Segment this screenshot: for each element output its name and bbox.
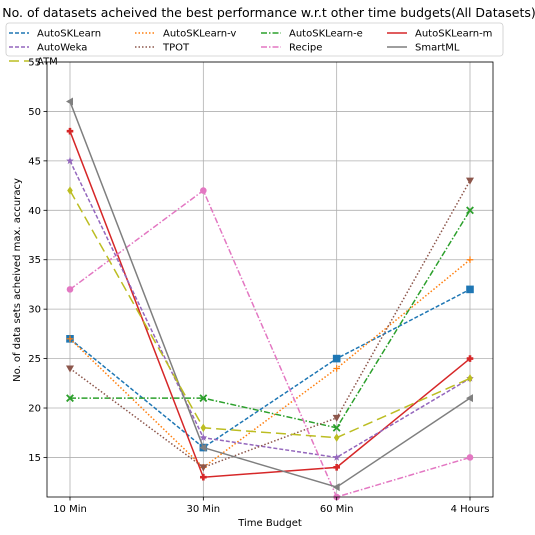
legend-label: AutoSKLearn bbox=[37, 29, 101, 40]
legend-item-recipe: Recipe bbox=[261, 43, 322, 54]
data-point bbox=[66, 365, 74, 373]
y-tick-label: 45 bbox=[28, 156, 41, 167]
x-tick-label: 30 Min bbox=[187, 504, 221, 515]
data-point bbox=[66, 97, 73, 106]
data-point bbox=[200, 473, 207, 481]
legend-item-autosklearn-m: AutoSKLearn-m bbox=[387, 29, 492, 40]
y-tick-label: 25 bbox=[28, 354, 41, 365]
data-point bbox=[466, 454, 474, 461]
y-axis-label: No. of data sets acheived max. accuracy bbox=[12, 178, 23, 382]
data-point bbox=[67, 186, 73, 195]
data-point bbox=[66, 286, 74, 293]
legend-item-autoweka: AutoWeka bbox=[9, 43, 87, 54]
series-line-recipe bbox=[69, 189, 471, 498]
series-autosklearn-m bbox=[66, 127, 474, 481]
legend-label: AutoSKLearn-e bbox=[289, 29, 363, 40]
data-point bbox=[466, 394, 473, 403]
series-line-autoweka bbox=[69, 160, 471, 459]
series-recipe bbox=[66, 187, 474, 501]
y-tick-label: 20 bbox=[28, 404, 41, 415]
data-point bbox=[333, 464, 340, 471]
data-point bbox=[199, 443, 207, 452]
data-point bbox=[466, 256, 474, 264]
data-point bbox=[466, 206, 474, 215]
series-smartml bbox=[66, 97, 473, 492]
data-point bbox=[333, 433, 340, 442]
y-tick-label: 50 bbox=[28, 107, 41, 118]
data-point bbox=[467, 374, 473, 383]
legend-label: SmartML bbox=[415, 43, 460, 54]
data-point bbox=[66, 335, 74, 343]
data-point bbox=[199, 464, 208, 472]
series-tpot bbox=[66, 177, 474, 472]
x-tick-label: 10 Min bbox=[53, 504, 87, 515]
data-point bbox=[200, 187, 207, 194]
legend-item-smartml: SmartML bbox=[387, 43, 460, 54]
data-point bbox=[466, 285, 474, 294]
data-point bbox=[466, 177, 474, 185]
y-tick-label: 30 bbox=[28, 305, 41, 316]
data-point bbox=[332, 414, 341, 422]
data-point bbox=[66, 394, 74, 403]
data-point bbox=[66, 156, 74, 165]
y-tick-label: 40 bbox=[28, 206, 41, 217]
data-point bbox=[332, 453, 341, 461]
data-point bbox=[332, 483, 340, 492]
legend-label: AutoSKLearn-m bbox=[415, 29, 492, 40]
x-axis: 10 Min 30 Min 60 Min 4 Hours bbox=[53, 497, 489, 515]
series-layer bbox=[66, 97, 474, 501]
y-tick-label: 35 bbox=[28, 255, 41, 266]
data-point bbox=[332, 354, 341, 363]
x-tick-label: 60 Min bbox=[320, 504, 354, 515]
legend-item-autosklearn: AutoSKLearn bbox=[9, 29, 101, 40]
legend-item-tpot: TPOT bbox=[135, 43, 190, 54]
data-point bbox=[199, 433, 208, 441]
legend-label: Recipe bbox=[289, 43, 322, 54]
y-tick-label: 55 bbox=[28, 58, 41, 69]
data-point bbox=[333, 365, 340, 372]
legend-label: AutoSKLearn-v bbox=[163, 29, 236, 40]
series-atm bbox=[67, 186, 473, 442]
series-line-autosklearn-m bbox=[69, 130, 471, 479]
data-point bbox=[200, 423, 207, 432]
plot-area: 10 Min 30 Min 60 Min 4 Hours 15 20 25 30 35 40 45… bbox=[28, 58, 494, 515]
y-axis: 15 20 25 30 35 40 45 50 55 bbox=[28, 58, 47, 464]
legend: AutoSKLearn AutoSKLearn-v AutoSKLearn-e Aut… bbox=[5, 22, 504, 68]
legend-item-autosklearn-e: AutoSKLearn-e bbox=[261, 29, 363, 40]
legend-label: TPOT bbox=[162, 43, 190, 54]
series-line-autosklearn-e bbox=[70, 209, 471, 429]
legend-item-autosklearn-v: AutoSKLearn-v bbox=[135, 29, 236, 40]
series-line-smartml bbox=[69, 101, 471, 488]
plot-frame bbox=[46, 61, 494, 498]
data-point bbox=[66, 127, 74, 135]
chart-title: No. of datasets acheived the best perfor… bbox=[2, 5, 535, 20]
legend-label: AutoWeka bbox=[37, 43, 87, 54]
legend-frame bbox=[5, 22, 504, 57]
x-tick-label: 4 Hours bbox=[451, 504, 490, 515]
x-axis-label: Time Budget bbox=[237, 518, 302, 529]
y-tick-label: 15 bbox=[28, 453, 41, 464]
series-line-autosklearn bbox=[69, 288, 471, 449]
series-autosklearn-e bbox=[66, 206, 474, 432]
data-point bbox=[199, 394, 208, 403]
series-line-atm bbox=[69, 190, 471, 439]
data-point bbox=[332, 423, 341, 432]
data-point bbox=[466, 355, 474, 362]
